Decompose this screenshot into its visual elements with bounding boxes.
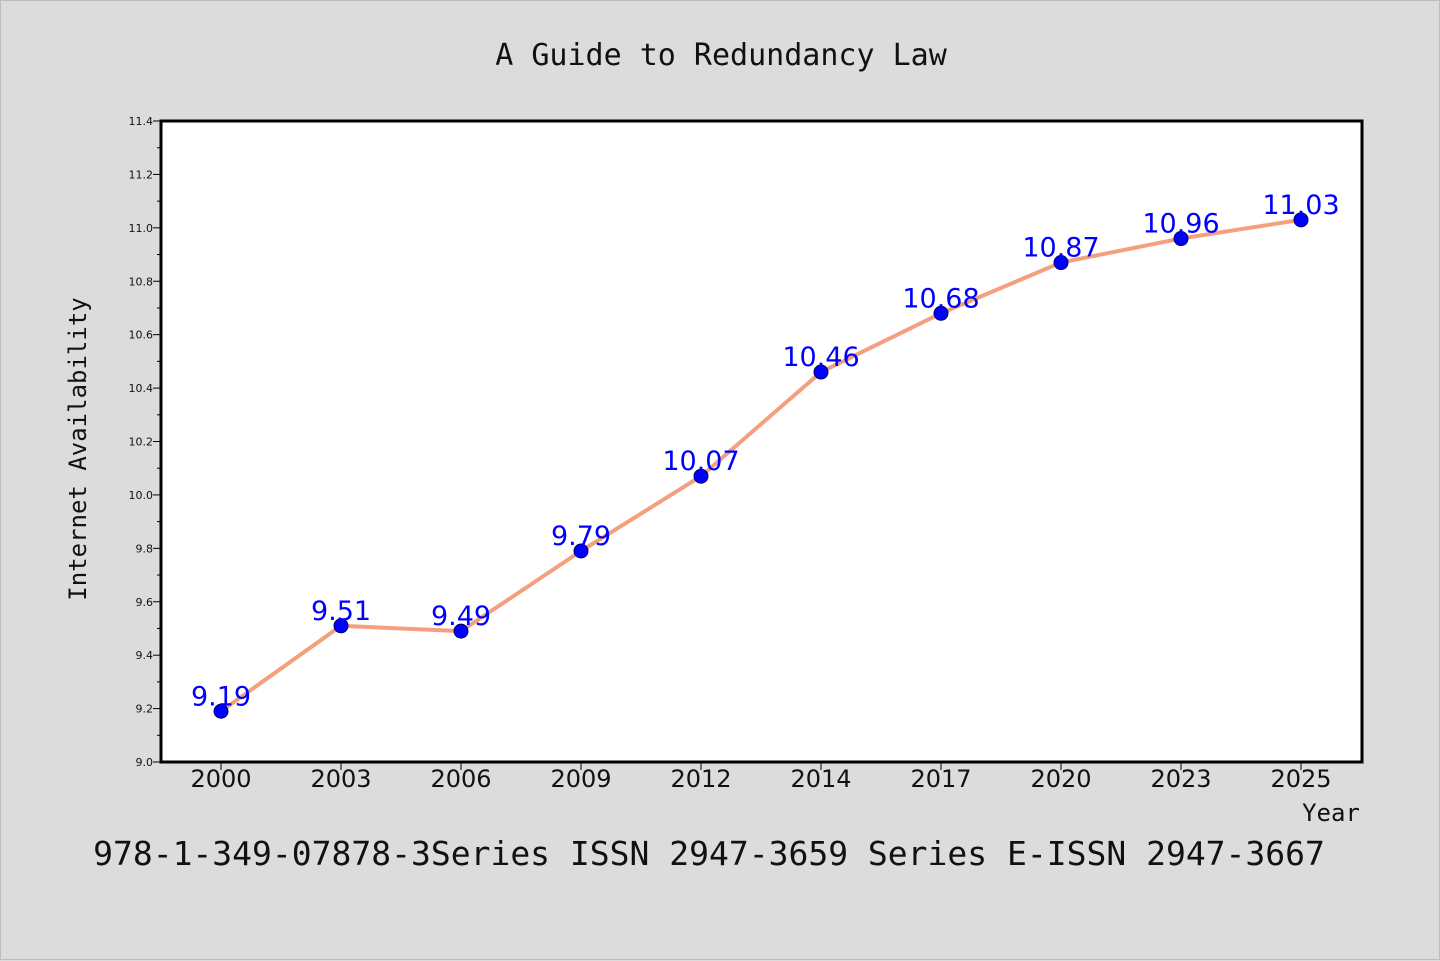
y-tick-label: 11.0 <box>129 222 154 235</box>
x-tick-label: 2009 <box>550 765 611 793</box>
x-tick-label: 2017 <box>910 765 971 793</box>
x-tick-label: 2012 <box>670 765 731 793</box>
data-point-marker <box>933 305 949 321</box>
y-tick-label: 10.0 <box>129 489 154 502</box>
data-label: 9.49 <box>431 601 491 632</box>
x-tick-label: 2025 <box>1270 765 1331 793</box>
data-label: 10.87 <box>1022 233 1099 264</box>
data-point-marker <box>333 618 349 634</box>
x-tick-label: 2006 <box>430 765 491 793</box>
chart-title: A Guide to Redundancy Law <box>495 38 947 73</box>
data-label: 10.96 <box>1142 209 1219 240</box>
y-tick-label: 11.4 <box>129 115 154 128</box>
data-label: 9.79 <box>551 521 611 552</box>
x-axis-title: Year <box>1302 799 1360 827</box>
data-label: 11.03 <box>1262 190 1339 221</box>
data-label: 9.51 <box>311 596 371 627</box>
data-label: 10.07 <box>662 446 739 477</box>
y-tick-label: 9.6 <box>136 596 154 609</box>
x-tick-label: 2000 <box>190 765 251 793</box>
y-axis: 9.0 9.2 9.4 9.6 9.8 10.0 10.2 10.4 10.6 10.8 11.0 1… <box>129 115 161 769</box>
y-tick-label: 10.8 <box>129 275 154 288</box>
data-point-marker <box>453 623 469 639</box>
y-tick-label: 9.0 <box>136 756 154 769</box>
series-line <box>219 217 1303 714</box>
x-tick-label: 2020 <box>1030 765 1091 793</box>
data-point-marker <box>1053 255 1069 271</box>
y-tick-label: 11.2 <box>129 168 154 181</box>
data-point-marker <box>813 364 829 380</box>
x-tick-label: 2014 <box>790 765 851 793</box>
data-point-marker <box>1293 212 1309 228</box>
data-label: 9.19 <box>191 681 251 712</box>
data-point-marker <box>213 703 229 719</box>
y-axis-title: Internet Availability <box>64 297 92 600</box>
data-label: 10.68 <box>902 283 979 314</box>
y-tick-label: 10.4 <box>129 382 154 395</box>
data-point-marker <box>693 468 709 484</box>
y-tick-label: 9.4 <box>136 649 154 662</box>
footer-isbn-text: 978-1-349-07878-3Series ISSN 2947-3659 S… <box>93 834 1325 873</box>
x-axis: 2000 2003 2006 2009 2012 2014 2017 2020 2023 2025 <box>190 762 1332 793</box>
data-label: 10.46 <box>782 342 859 373</box>
x-tick-label: 2023 <box>1150 765 1211 793</box>
y-tick-label: 10.6 <box>129 329 154 342</box>
data-point-marker <box>1173 231 1189 247</box>
x-tick-label: 2003 <box>310 765 371 793</box>
series-group: 9.19 9.51 9.49 9.79 10.07 10.46 10.68 10.87 10.9… <box>191 190 1340 719</box>
plot-area <box>159 119 1364 764</box>
y-tick-label: 9.2 <box>136 703 154 716</box>
y-tick-label: 9.8 <box>136 542 154 555</box>
data-point-marker <box>573 543 589 559</box>
y-tick-label: 10.2 <box>129 436 154 449</box>
